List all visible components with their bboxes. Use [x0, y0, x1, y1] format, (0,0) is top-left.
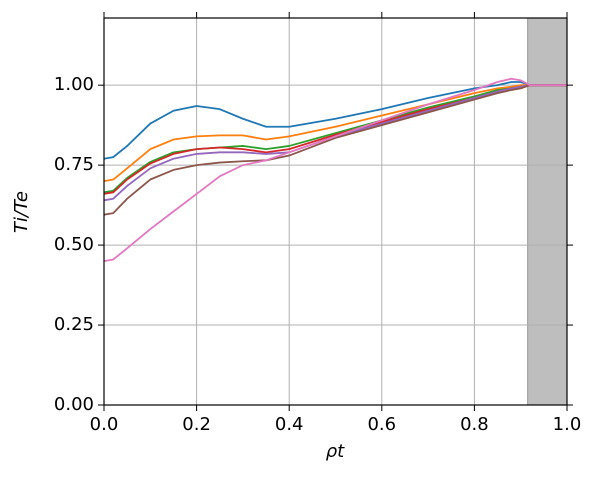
x-tick-label: 0.6 [367, 414, 396, 435]
line [103, 84, 567, 202]
x-tick-label: 0.0 [90, 414, 119, 435]
x-tick-label: 0.8 [460, 414, 489, 435]
y-tick-label: 0.25 [54, 314, 94, 335]
line [103, 84, 567, 216]
line [103, 77, 567, 262]
x-axis-label: ρt [326, 441, 345, 462]
plot-frame [103, 17, 568, 406]
x-tick-label: 1.0 [553, 414, 582, 435]
y-tick-label: 0.00 [54, 394, 94, 415]
y-tick-label: 0.75 [54, 154, 94, 175]
line [103, 84, 567, 183]
shaded-region [527, 17, 568, 406]
y-tick-label: 1.00 [54, 74, 94, 95]
y-axis-label: Ti/Te [11, 191, 32, 233]
x-tick-label: 0.2 [182, 414, 211, 435]
x-tick-label: 0.4 [275, 414, 304, 435]
line [103, 81, 567, 160]
y-tick-label: 0.50 [54, 234, 94, 255]
